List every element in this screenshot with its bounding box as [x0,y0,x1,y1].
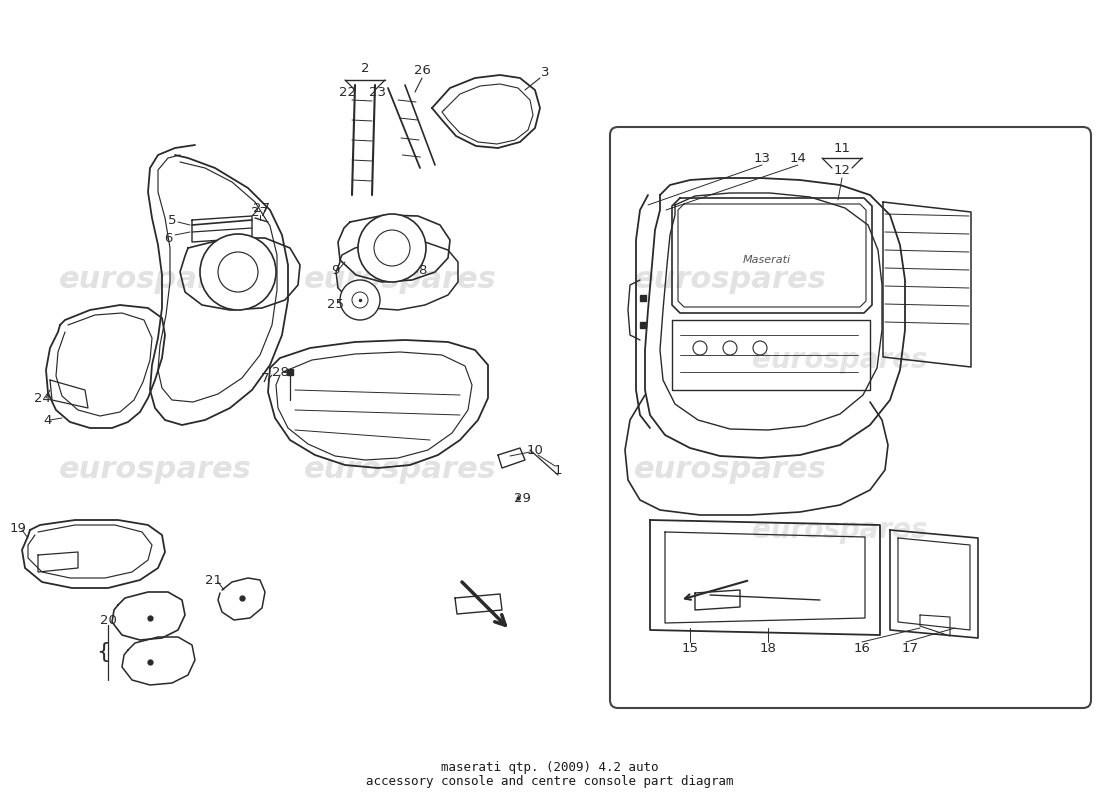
Circle shape [340,280,379,320]
Text: 16: 16 [854,642,870,654]
Text: 11: 11 [834,142,850,154]
Text: 19: 19 [10,522,26,534]
Text: 26: 26 [414,63,430,77]
Text: 1: 1 [553,463,562,477]
Text: 23: 23 [370,86,386,99]
Circle shape [218,252,258,292]
FancyBboxPatch shape [610,127,1091,708]
Text: 9: 9 [331,263,339,277]
Text: {: { [96,642,110,662]
Text: 13: 13 [754,151,770,165]
Text: accessory console and centre console part diagram: accessory console and centre console par… [366,775,734,789]
Text: eurospares: eurospares [752,346,927,374]
Text: 8: 8 [418,263,426,277]
Text: 14: 14 [790,151,806,165]
Text: 21: 21 [206,574,222,586]
Circle shape [200,234,276,310]
Circle shape [723,341,737,355]
Text: 27: 27 [252,206,268,218]
Text: eurospares: eurospares [58,455,252,485]
Text: 28: 28 [272,366,288,378]
Text: 5: 5 [167,214,176,226]
Text: Maserati: Maserati [742,255,791,265]
Text: 10: 10 [527,443,543,457]
Text: 3: 3 [541,66,549,78]
Text: eurospares: eurospares [58,266,252,294]
Text: eurospares: eurospares [304,455,496,485]
Text: 17: 17 [902,642,918,654]
Text: 20: 20 [100,614,117,626]
Text: 25: 25 [327,298,343,311]
Text: 18: 18 [760,642,777,654]
Text: 22: 22 [340,86,356,99]
Circle shape [754,341,767,355]
Text: maserati qtp. (2009) 4.2 auto: maserati qtp. (2009) 4.2 auto [441,762,659,774]
Text: 2: 2 [361,62,370,74]
Circle shape [693,341,707,355]
Text: 27: 27 [253,202,271,214]
Text: eurospares: eurospares [634,266,826,294]
Circle shape [358,214,426,282]
Text: eurospares: eurospares [752,516,927,544]
Text: 29: 29 [514,491,530,505]
Text: 12: 12 [834,163,850,177]
Text: 15: 15 [682,642,698,654]
Circle shape [352,292,368,308]
Text: 4: 4 [44,414,52,426]
Circle shape [374,230,410,266]
Text: 24: 24 [34,391,51,405]
Text: 7: 7 [261,371,270,385]
Text: eurospares: eurospares [304,266,496,294]
Text: eurospares: eurospares [634,455,826,485]
Text: 6: 6 [164,231,173,245]
